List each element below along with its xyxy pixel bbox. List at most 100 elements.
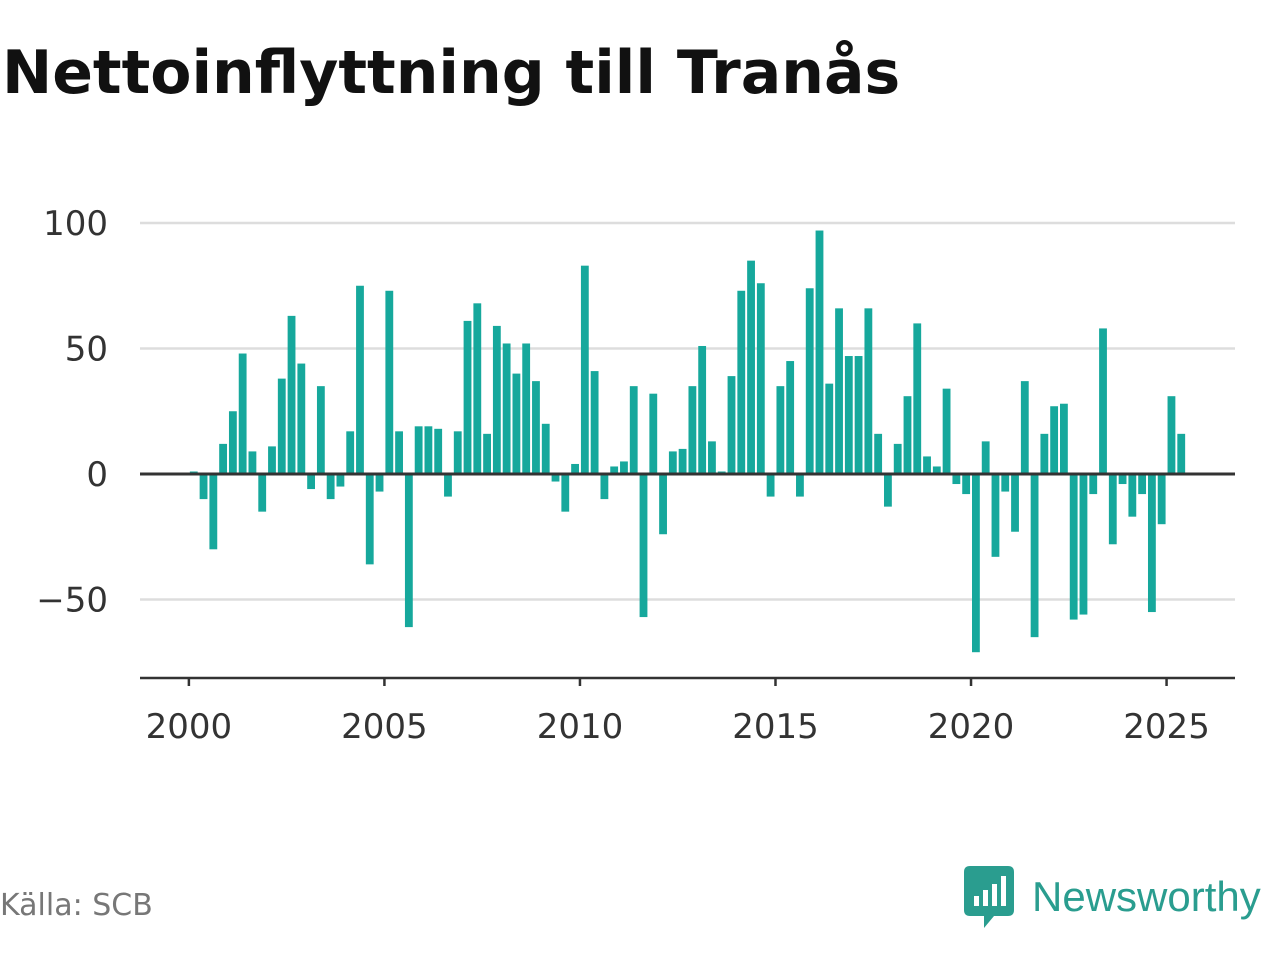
bar xyxy=(561,474,570,512)
bar xyxy=(1050,406,1059,474)
bar xyxy=(463,320,472,474)
bar xyxy=(590,371,599,474)
bar xyxy=(336,474,345,487)
bar xyxy=(395,431,403,474)
bar xyxy=(404,474,413,628)
bar xyxy=(786,361,795,474)
bar xyxy=(219,443,228,474)
gridlines xyxy=(140,221,1235,601)
bar xyxy=(522,343,531,474)
bars xyxy=(189,230,1186,653)
bar xyxy=(1099,328,1107,474)
y-tick-label: 50 xyxy=(65,330,108,370)
x-tick-label: 2005 xyxy=(341,707,428,747)
bar xyxy=(708,441,716,474)
x-tick-label: 2000 xyxy=(146,707,233,747)
bar xyxy=(972,474,980,653)
bar xyxy=(796,474,804,497)
bar xyxy=(698,345,707,474)
bar xyxy=(268,446,276,474)
bar xyxy=(541,423,550,474)
bar xyxy=(307,474,315,490)
bar xyxy=(1040,433,1049,474)
bar xyxy=(659,474,667,535)
bar xyxy=(238,353,247,474)
bar xyxy=(844,356,853,474)
bar xyxy=(600,474,609,500)
x-tick-label: 2015 xyxy=(732,707,819,747)
bar xyxy=(942,388,951,474)
bar xyxy=(1157,474,1166,525)
bar xyxy=(1060,403,1068,474)
bar xyxy=(316,386,325,474)
bar xyxy=(365,474,374,565)
bar xyxy=(502,343,511,474)
bar xyxy=(571,463,579,474)
bar xyxy=(453,431,462,474)
bar xyxy=(884,474,892,507)
bar xyxy=(923,456,931,474)
bar xyxy=(835,308,843,474)
bar xyxy=(473,303,482,474)
newsworthy-logo-icon xyxy=(964,866,1014,928)
bar xyxy=(1030,474,1039,638)
bar xyxy=(688,386,697,474)
bar xyxy=(199,474,208,500)
bar xyxy=(1128,474,1137,517)
bar xyxy=(610,466,619,474)
bar xyxy=(346,431,355,474)
bar xyxy=(639,474,648,618)
bar xyxy=(483,433,491,474)
x-tick-label: 2020 xyxy=(928,707,1015,747)
bar xyxy=(414,426,423,474)
bar xyxy=(747,260,755,474)
bar xyxy=(1020,381,1029,474)
bar xyxy=(1138,474,1147,495)
bar xyxy=(1108,474,1117,545)
chart-title: Nettoinflyttning till Tranås xyxy=(2,38,901,108)
bar xyxy=(258,474,267,512)
bar xyxy=(356,285,364,474)
bar xyxy=(649,393,658,474)
bar xyxy=(1089,474,1098,495)
bar xyxy=(620,461,628,474)
bar xyxy=(444,474,452,497)
bar xyxy=(1177,433,1186,474)
bar xyxy=(492,325,501,474)
x-axis-tick-labels: 2000 2005 2010 2015 2020 2025 xyxy=(146,707,1210,747)
bar xyxy=(629,386,638,474)
bar xyxy=(375,474,384,492)
bar xyxy=(756,283,765,474)
bar xyxy=(766,474,775,497)
bar xyxy=(825,383,834,474)
x-tick-label: 2025 xyxy=(1123,707,1210,747)
bar xyxy=(326,474,335,500)
y-axis-tick-labels: 100 50 0 −50 xyxy=(36,204,108,621)
bar xyxy=(277,378,286,474)
y-tick-label: 100 xyxy=(43,204,108,244)
bar xyxy=(1079,474,1088,615)
bar xyxy=(287,315,296,474)
bar xyxy=(1001,474,1010,492)
bar xyxy=(424,426,433,474)
axes xyxy=(140,472,1235,686)
brand-name: Newsworthy xyxy=(1032,873,1261,920)
x-tick-label: 2010 xyxy=(537,707,624,747)
brand-logo[interactable]: Newsworthy xyxy=(964,866,1261,928)
bar xyxy=(952,474,961,485)
bar xyxy=(668,451,677,474)
bar xyxy=(727,376,736,474)
bar xyxy=(815,230,824,474)
bar xyxy=(864,308,873,474)
y-tick-label: 0 xyxy=(86,455,108,495)
bar xyxy=(991,474,1000,557)
bar xyxy=(1167,396,1176,474)
bar xyxy=(209,474,218,550)
bar xyxy=(874,433,883,474)
bar xyxy=(385,290,394,474)
bar xyxy=(913,323,922,474)
bar xyxy=(532,381,540,474)
bar xyxy=(932,466,941,474)
bar xyxy=(297,363,306,474)
